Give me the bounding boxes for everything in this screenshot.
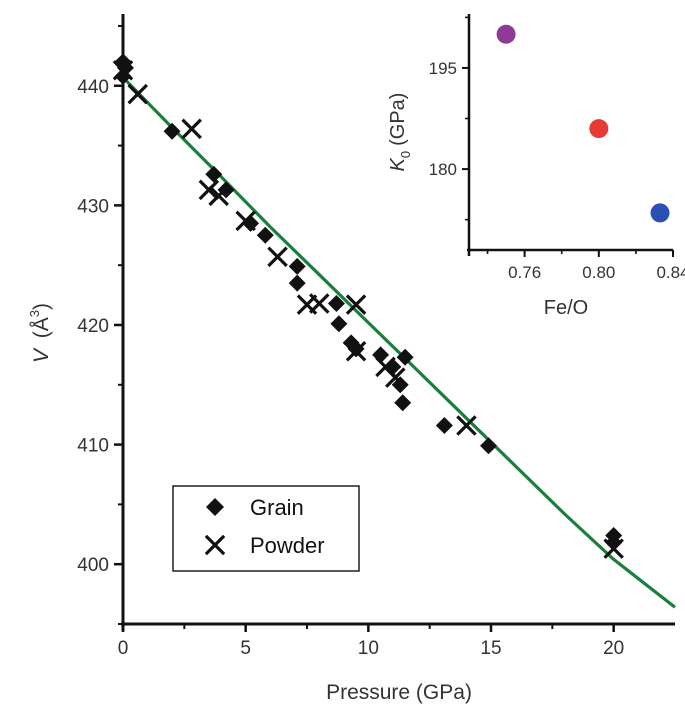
main-x-tick-label: 15: [480, 638, 501, 659]
powder-point: [603, 538, 624, 559]
y-axis-title-var: V: [30, 347, 53, 363]
grain-point: [163, 122, 181, 140]
x-axis-title: Pressure (GPa): [326, 681, 472, 704]
inset-x-tick-labels: 0.76 0.80 0.84: [508, 263, 685, 282]
powder-point: [198, 179, 220, 201]
main-x-tick-label: 20: [603, 638, 624, 659]
y-axis-title-close: ): [30, 303, 53, 310]
main-y-tick-label: 440: [77, 77, 109, 98]
powder-point: [235, 210, 256, 232]
legend-box: [172, 485, 360, 572]
grain-point: [205, 165, 223, 183]
inset-x-tick-label: 0.80: [582, 263, 615, 282]
legend-powder-label: Powder: [250, 533, 325, 558]
legend-grain-marker: [206, 498, 224, 516]
legend: Grain Powder: [172, 485, 360, 572]
y-axis-title: V (Å3): [27, 303, 53, 363]
main-y-tick-label: 400: [77, 555, 109, 576]
grain-point: [435, 416, 453, 434]
main-y-tick-labels: 400 410 420 430 440: [77, 77, 109, 576]
inset-y-tick-label: 180: [429, 160, 457, 179]
inset-y-axis-title: K0 (GPa): [387, 93, 413, 172]
grain-point: [391, 376, 409, 394]
inset-chart: 0.76 0.80 0.84 180 195 Fe/O K0 (GPa): [387, 14, 685, 319]
inset-y-tick-label: 195: [429, 59, 457, 78]
inset-x-tick-label: 0.84: [656, 263, 685, 282]
inset-axes: [462, 14, 674, 257]
grain-point: [347, 340, 365, 358]
main-y-tick-label: 410: [77, 436, 109, 457]
main-x-tick-label: 5: [240, 638, 251, 659]
main-x-tick-labels: 0 5 10 15 20: [118, 638, 625, 659]
powder-point: [385, 367, 406, 388]
grain-point: [327, 294, 345, 312]
legend-grain-label: Grain: [250, 495, 304, 520]
powder-point: [267, 246, 288, 268]
powder-point: [208, 185, 229, 207]
inset-x-axis-title: Fe/O: [544, 297, 588, 319]
grain-point: [480, 437, 498, 455]
powder-point: [309, 293, 330, 314]
inset-y-tick-labels: 180 195: [429, 59, 457, 179]
grain-point: [256, 226, 274, 244]
grain-point: [394, 394, 412, 412]
main-axes: [114, 14, 675, 632]
powder-point: [345, 341, 367, 362]
grain-point: [288, 274, 306, 292]
inset-points-layer: [496, 24, 670, 223]
powder-points-layer: [112, 59, 624, 559]
main-y-tick-label: 430: [77, 196, 109, 217]
inset-y-axis-title-var: K: [387, 156, 409, 171]
inset-x-tick-label: 0.76: [508, 263, 541, 282]
grain-point: [330, 315, 348, 333]
y-axis-title-sup: 3: [27, 310, 42, 317]
y-axis-title-unit: (Å: [30, 317, 53, 338]
inset-point: [589, 119, 609, 139]
inset-point: [496, 24, 516, 44]
main-y-tick-label: 420: [77, 316, 109, 337]
grain-point: [605, 534, 623, 552]
powder-point: [127, 83, 148, 105]
grain-points-layer: [114, 53, 623, 552]
main-x-tick-label: 10: [358, 638, 379, 659]
grain-point: [396, 348, 414, 366]
inset-y-axis-title-unit: (GPa): [387, 93, 409, 146]
main-x-tick-label: 0: [118, 638, 129, 659]
inset-y-axis-title-sub: 0: [398, 151, 413, 158]
grain-point: [288, 257, 306, 275]
inset-point: [650, 203, 670, 223]
powder-point: [345, 294, 367, 315]
legend-powder-marker: [204, 534, 226, 556]
powder-point: [181, 118, 202, 140]
powder-point: [456, 415, 477, 436]
